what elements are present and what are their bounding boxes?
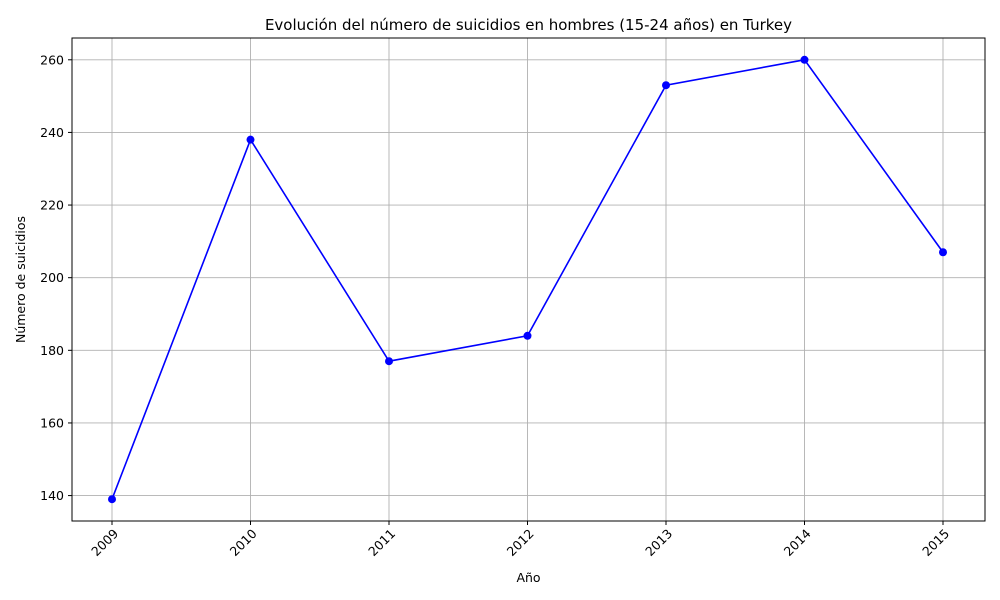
- plot-area-frame: [71, 37, 986, 522]
- data-point: [662, 81, 670, 90]
- y-tick-label: 220: [40, 198, 64, 213]
- data-point: [108, 495, 116, 504]
- y-tick-label: 260: [40, 52, 64, 67]
- y-tick-label: 240: [40, 125, 64, 140]
- y-tick-label: 200: [40, 270, 64, 285]
- y-tick-label: 140: [40, 488, 64, 503]
- data-point: [523, 331, 532, 340]
- y-tick-label: 180: [40, 343, 64, 358]
- y-tick-label: 160: [40, 415, 64, 430]
- chart-title: Evolución del número de suicidios en hom…: [265, 16, 792, 34]
- data-point: [800, 55, 809, 64]
- y-axis-label: Número de suicidios: [13, 216, 28, 343]
- data-point: [939, 248, 947, 257]
- grid-lines: [72, 38, 985, 521]
- data-point: [385, 357, 393, 366]
- x-axis-label: Año: [516, 570, 540, 585]
- data-point: [246, 135, 255, 144]
- series-layer: [108, 55, 947, 504]
